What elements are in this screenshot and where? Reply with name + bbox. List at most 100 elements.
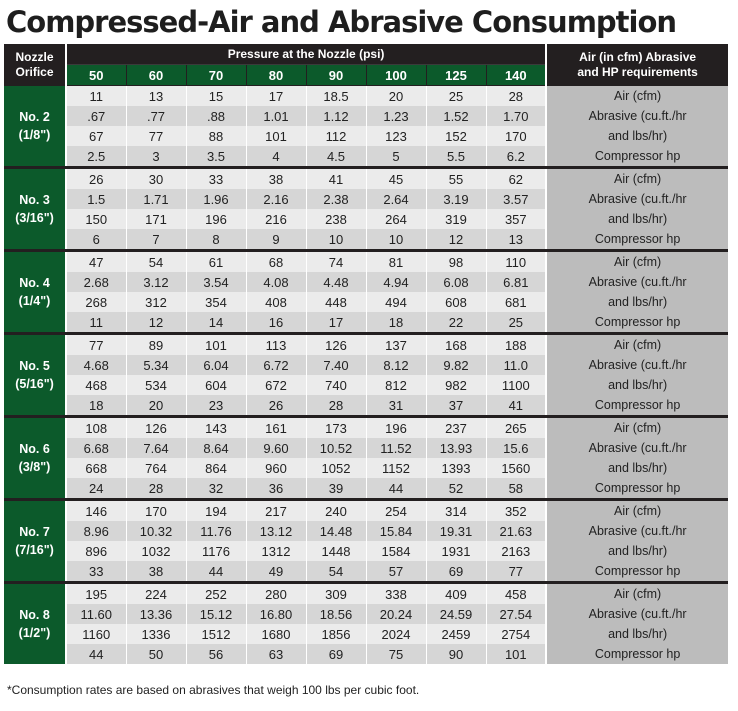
value-cell: 3.57 — [486, 189, 547, 209]
value-cell: 62 — [486, 166, 547, 189]
page-title: Compressed-Air and Abrasive Consumption — [6, 5, 677, 39]
value-cell: 28 — [486, 85, 547, 106]
value-cell: 33 — [66, 561, 127, 583]
nozzle-size: (1/8") — [18, 127, 51, 142]
value-cell: 1.71 — [126, 189, 187, 209]
value-cell: 11.76 — [186, 521, 247, 541]
value-cell: 1560 — [486, 458, 547, 478]
requirement-label: Air (cfm) — [545, 249, 729, 272]
table-row: 33 38 44 49 54 57 69 77 Compressor hp — [4, 561, 729, 583]
value-cell: .88 — [186, 106, 247, 126]
value-cell: 12 — [126, 312, 187, 334]
value-cell: 280 — [246, 581, 307, 604]
table-row: No. 5 (5/16") 77 89 101 113 126 137 168 188 Air (c… — [4, 332, 729, 417]
value-cell: 90 — [426, 644, 487, 664]
value-cell: 254 — [366, 498, 427, 521]
requirement-label: Abrasive (cu.ft./hr — [545, 521, 729, 541]
requirement-label: Abrasive (cu.ft./hr — [545, 106, 729, 126]
value-cell: 24.59 — [426, 604, 487, 624]
value-cell: 15.84 — [366, 521, 427, 541]
nozzle-label: No. 8 (1/2") — [4, 581, 67, 664]
value-cell: 1.12 — [306, 106, 367, 126]
nozzle-size: (1/4") — [18, 294, 51, 308]
table-row: No. 6 (3/8") 108 126 143 161 173 196 237 265 Air (… — [4, 415, 729, 500]
table-row: 44 50 56 63 69 75 90 101 Compressor hp — [4, 644, 729, 664]
requirements-header: Air (in cfm) Abrasive and HP requirement… — [545, 44, 729, 86]
value-cell: 195 — [66, 581, 127, 604]
value-cell: 38 — [126, 561, 187, 583]
value-cell: 50 — [126, 644, 187, 664]
value-cell: 168 — [426, 332, 487, 355]
value-cell: 194 — [186, 498, 247, 521]
value-cell: 25 — [486, 312, 547, 334]
value-cell: 63 — [246, 644, 307, 664]
table-body: No. 2 (1/8") 11 13 15 17 18.5 20 25 28 Air (cfm) .6… — [4, 85, 729, 664]
requirement-label: Compressor hp — [545, 146, 729, 168]
value-cell: 68 — [246, 249, 307, 272]
value-cell: 216 — [246, 209, 307, 229]
value-cell: 4 — [246, 146, 307, 168]
value-cell: 896 — [66, 541, 127, 561]
value-cell: 1152 — [366, 458, 427, 478]
table-row: .67.77.88 1.01 1.12 1.23 1.52 1.70 Abrasive (c… — [4, 106, 729, 126]
requirement-label: Compressor hp — [545, 561, 729, 583]
value-cell: 2.5 — [66, 146, 127, 168]
nozzle-size: (3/8") — [18, 460, 51, 474]
value-cell: .67 — [66, 106, 127, 126]
requirement-label: and lbs/hr) — [545, 458, 729, 478]
value-cell: 81 — [366, 249, 427, 272]
psi-header-cell: 125 — [425, 64, 487, 86]
value-cell: 6.04 — [186, 355, 247, 375]
value-cell: 14 — [186, 312, 247, 334]
nozzle-number: No. 8 — [19, 608, 50, 622]
nozzle-number: No. 7 — [19, 525, 50, 539]
value-cell: 2024 — [366, 624, 427, 644]
value-cell: 18.5 — [306, 85, 367, 106]
value-cell: 110 — [486, 249, 547, 272]
value-cell: 4.68 — [66, 355, 127, 375]
value-cell: 101 — [186, 332, 247, 355]
value-cell: 1032 — [126, 541, 187, 561]
value-cell: 26 — [246, 395, 307, 417]
value-cell: 9 — [246, 229, 307, 251]
value-cell: 6.81 — [486, 272, 547, 292]
value-cell: 54 — [126, 249, 187, 272]
value-cell: 960 — [246, 458, 307, 478]
value-cell: 61 — [186, 249, 247, 272]
nozzle-label: No. 3 (3/16") — [4, 166, 67, 251]
table-row: No. 3 (3/16") 26 30 33 38 41 45 55 62 Air (cfm) — [4, 166, 729, 251]
value-cell: 1336 — [126, 624, 187, 644]
value-cell: 38 — [246, 166, 307, 189]
value-cell: 3.5 — [186, 146, 247, 168]
value-cell: 458 — [486, 581, 547, 604]
value-cell: 24 — [66, 478, 127, 500]
value-cell: 108 — [66, 415, 127, 438]
value-cell: 6.72 — [246, 355, 307, 375]
value-cell: 3 — [126, 146, 187, 168]
value-cell: 77 — [66, 332, 127, 355]
requirement-label: Abrasive (cu.ft./hr — [545, 189, 729, 209]
value-cell: 173 — [306, 415, 367, 438]
value-cell: 4.94 — [366, 272, 427, 292]
requirement-label: and lbs/hr) — [545, 541, 729, 561]
value-cell: 338 — [366, 581, 427, 604]
requirement-label: Abrasive (cu.ft./hr — [545, 272, 729, 292]
value-cell: 28 — [306, 395, 367, 417]
value-cell: 10.52 — [306, 438, 367, 458]
requirement-label: Air (cfm) — [545, 166, 729, 189]
requirement-label: Compressor hp — [545, 312, 729, 334]
value-cell: 240 — [306, 498, 367, 521]
value-cell: 31 — [366, 395, 427, 417]
requirements-header-line1: Air (in cfm) Abrasive — [579, 49, 697, 64]
requirement-label: Air (cfm) — [545, 415, 729, 438]
table-row: 6 7 8 9 10 10 12 13 Compressor hp — [4, 229, 729, 251]
value-cell: 2754 — [486, 624, 547, 644]
value-cell: 608 — [426, 292, 487, 312]
value-cell: 11.52 — [366, 438, 427, 458]
value-cell: 16.80 — [246, 604, 307, 624]
nozzle-label: No. 4 (1/4") — [4, 249, 67, 334]
requirements-header-line2: and HP requirements — [577, 64, 698, 79]
value-cell: 668 — [66, 458, 127, 478]
value-cell: 8.12 — [366, 355, 427, 375]
value-cell: 161 — [246, 415, 307, 438]
